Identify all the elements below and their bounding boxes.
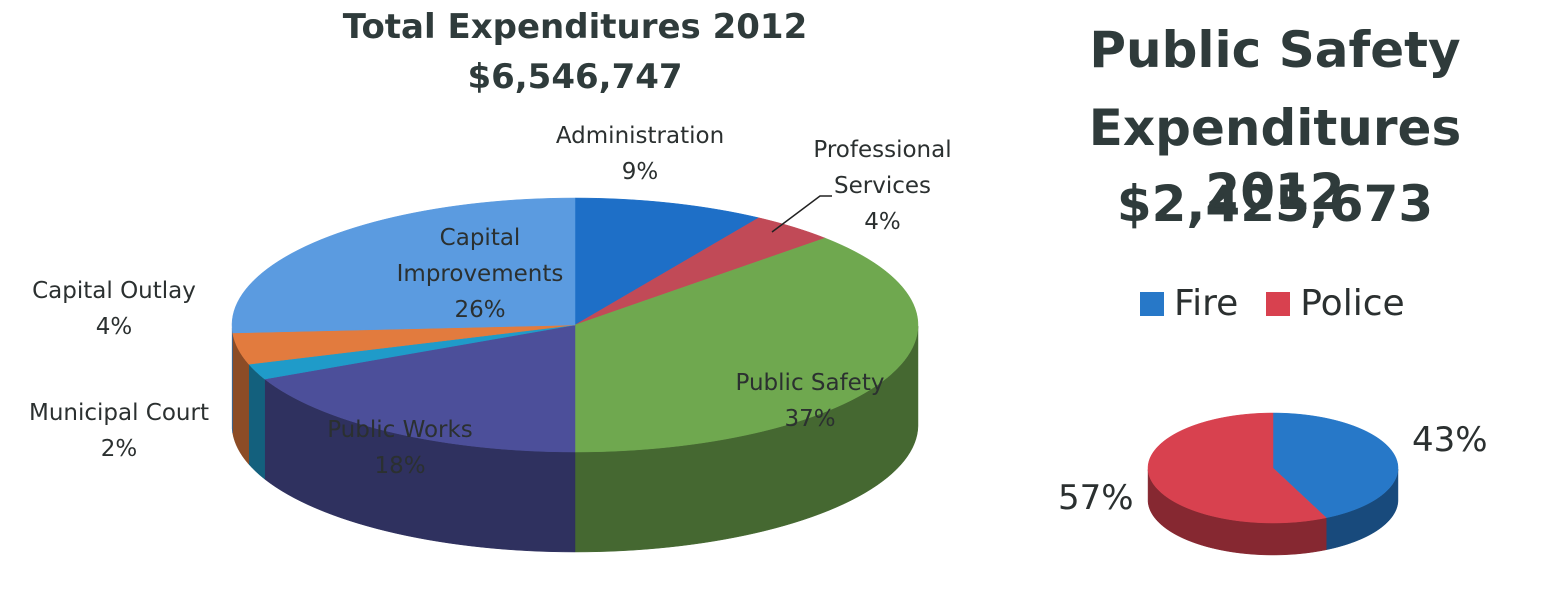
slice-label-capital-improvements: Capital Improvements 26%	[396, 225, 564, 323]
legend-swatch-fire	[1140, 291, 1164, 316]
safety-pie-slice-fire	[1272, 412, 1399, 519]
total-pie-slice-capital-outlay	[232, 324, 576, 365]
slice-label-administration: Administration 9%	[555, 123, 725, 185]
total-pie-slice-public-safety	[574, 237, 919, 453]
slice-label-public-works: Public Works 18%	[327, 417, 473, 479]
slice-label-municipal-court: Municipal Court 2%	[28, 400, 209, 462]
total-pie-slice-public-works	[264, 324, 576, 453]
slice-label-professional-services: Professional Services 4%	[813, 137, 952, 235]
chart-title-public-safety: Public Safety	[1089, 21, 1461, 79]
total-pie-slice-administration	[574, 197, 760, 326]
slice-label-capital-outlay: Capital Outlay 4%	[32, 278, 196, 340]
legend-label-police: Police	[1300, 283, 1405, 324]
legend-label-fire: Fire	[1174, 283, 1239, 324]
total-pie-slice-professional-services	[574, 217, 826, 326]
safety-pie-slice-police	[1147, 412, 1327, 524]
slice-label-police: 57%	[1058, 478, 1134, 518]
chart-subtitle-public-safety: $2,425,673	[1116, 175, 1434, 233]
slice-label-fire: 43%	[1412, 420, 1488, 460]
legend-swatch-police	[1266, 291, 1291, 316]
chart-title-public-safety-year: Expenditures 2012	[1088, 99, 1462, 221]
legend: Fire Police	[1140, 283, 1405, 324]
slice-label-public-safety: Public Safety 37%	[735, 370, 885, 432]
leader-line-professional-services	[771, 195, 832, 233]
chart-title: Total Expenditures 2012	[342, 7, 808, 47]
total-pie-side-4	[248, 363, 265, 480]
total-pie-slice-capital-improvements	[231, 197, 576, 334]
chart-subtitle: $6,546,747	[467, 57, 683, 97]
